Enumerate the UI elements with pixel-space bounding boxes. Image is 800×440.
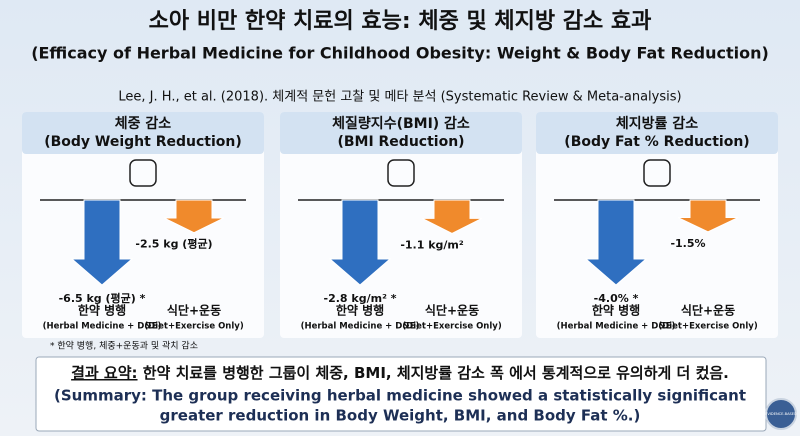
- arrow: [584, 199, 648, 286]
- icon: [387, 159, 415, 187]
- arrow: [70, 199, 134, 286]
- subtitle: (Efficacy of Herbal Medicine for Childho…: [31, 44, 769, 63]
- value-label: -2.5 kg (평균): [135, 237, 212, 251]
- arrow: [328, 199, 392, 286]
- panel-title: 체지방률 감소: [616, 115, 698, 132]
- panel-subtitle: (Body Weight Reduction): [44, 134, 242, 150]
- category-label: 한약 병행: [592, 303, 640, 318]
- source: Lee, J. H., et al. (2018). 체계적 문헌 고찰 및 메…: [118, 90, 681, 105]
- value-label: -1.5%: [670, 237, 705, 250]
- title: 소아 비만 한약 치료의 효능: 체중 및 체지방 감소 효과: [149, 9, 652, 34]
- category-subtitle: (Herbal Medicine + D&E): [43, 322, 162, 332]
- panel: [22, 112, 264, 338]
- value-label: -2.8 kg/m² *: [324, 292, 397, 305]
- category-label: 한약 병행: [336, 303, 384, 318]
- category-subtitle: (Diet+Exercise Only): [402, 322, 502, 332]
- category-subtitle: (Diet+Exercise Only): [658, 322, 758, 332]
- value-label: -4.0% *: [594, 292, 639, 305]
- summary-text: 한약 치료를 병행한 그룹이 체중, BMI, 체지방률 감소 폭 에서 통계적…: [138, 364, 729, 382]
- icon: [643, 159, 671, 187]
- footnote: * 한약 병행, 체중+운동과 및 곽치 감소: [50, 340, 198, 352]
- panel-subtitle: (Body Fat % Reduction): [564, 134, 749, 150]
- category-subtitle: (Diet+Exercise Only): [144, 322, 244, 332]
- badge: [765, 398, 797, 430]
- summary-english: (Summary: The group receiving herbal med…: [54, 387, 746, 405]
- value-label: -6.5 kg (평균) *: [59, 291, 146, 305]
- arrow: [163, 199, 225, 234]
- panel-header: [536, 112, 778, 154]
- panel-header: [22, 112, 264, 154]
- value-label: -1.1 kg/m²: [400, 238, 464, 251]
- panel: [280, 112, 522, 338]
- summary-label: 결과 요약:: [71, 364, 137, 382]
- category-label: 식단+운동: [167, 303, 221, 318]
- summary: 결과 요약: 한약 치료를 병행한 그룹이 체중, BMI, 체지방률 감소 폭…: [71, 364, 729, 382]
- category-label: 식단+운동: [681, 303, 735, 318]
- summary-english: greater reduction in Body Weight, BMI, a…: [160, 407, 641, 425]
- badge-text: EVIDENCE-BASED: [765, 412, 797, 416]
- panel-title: 체질량지수(BMI) 감소: [332, 115, 470, 132]
- category-label: 한약 병행: [78, 303, 126, 318]
- panel-title: 체중 감소: [115, 115, 172, 132]
- panel-subtitle: (BMI Reduction): [337, 134, 464, 150]
- category-label: 식단+운동: [425, 303, 479, 318]
- icon: [129, 159, 157, 187]
- panel: [536, 112, 778, 338]
- summary-box: [35, 356, 767, 432]
- panel-header: [280, 112, 522, 154]
- arrow: [421, 199, 483, 234]
- arrow: [677, 199, 739, 233]
- category-subtitle: (Herbal Medicine + D&E): [557, 322, 676, 332]
- category-subtitle: (Herbal Medicine + D&E): [301, 322, 420, 332]
